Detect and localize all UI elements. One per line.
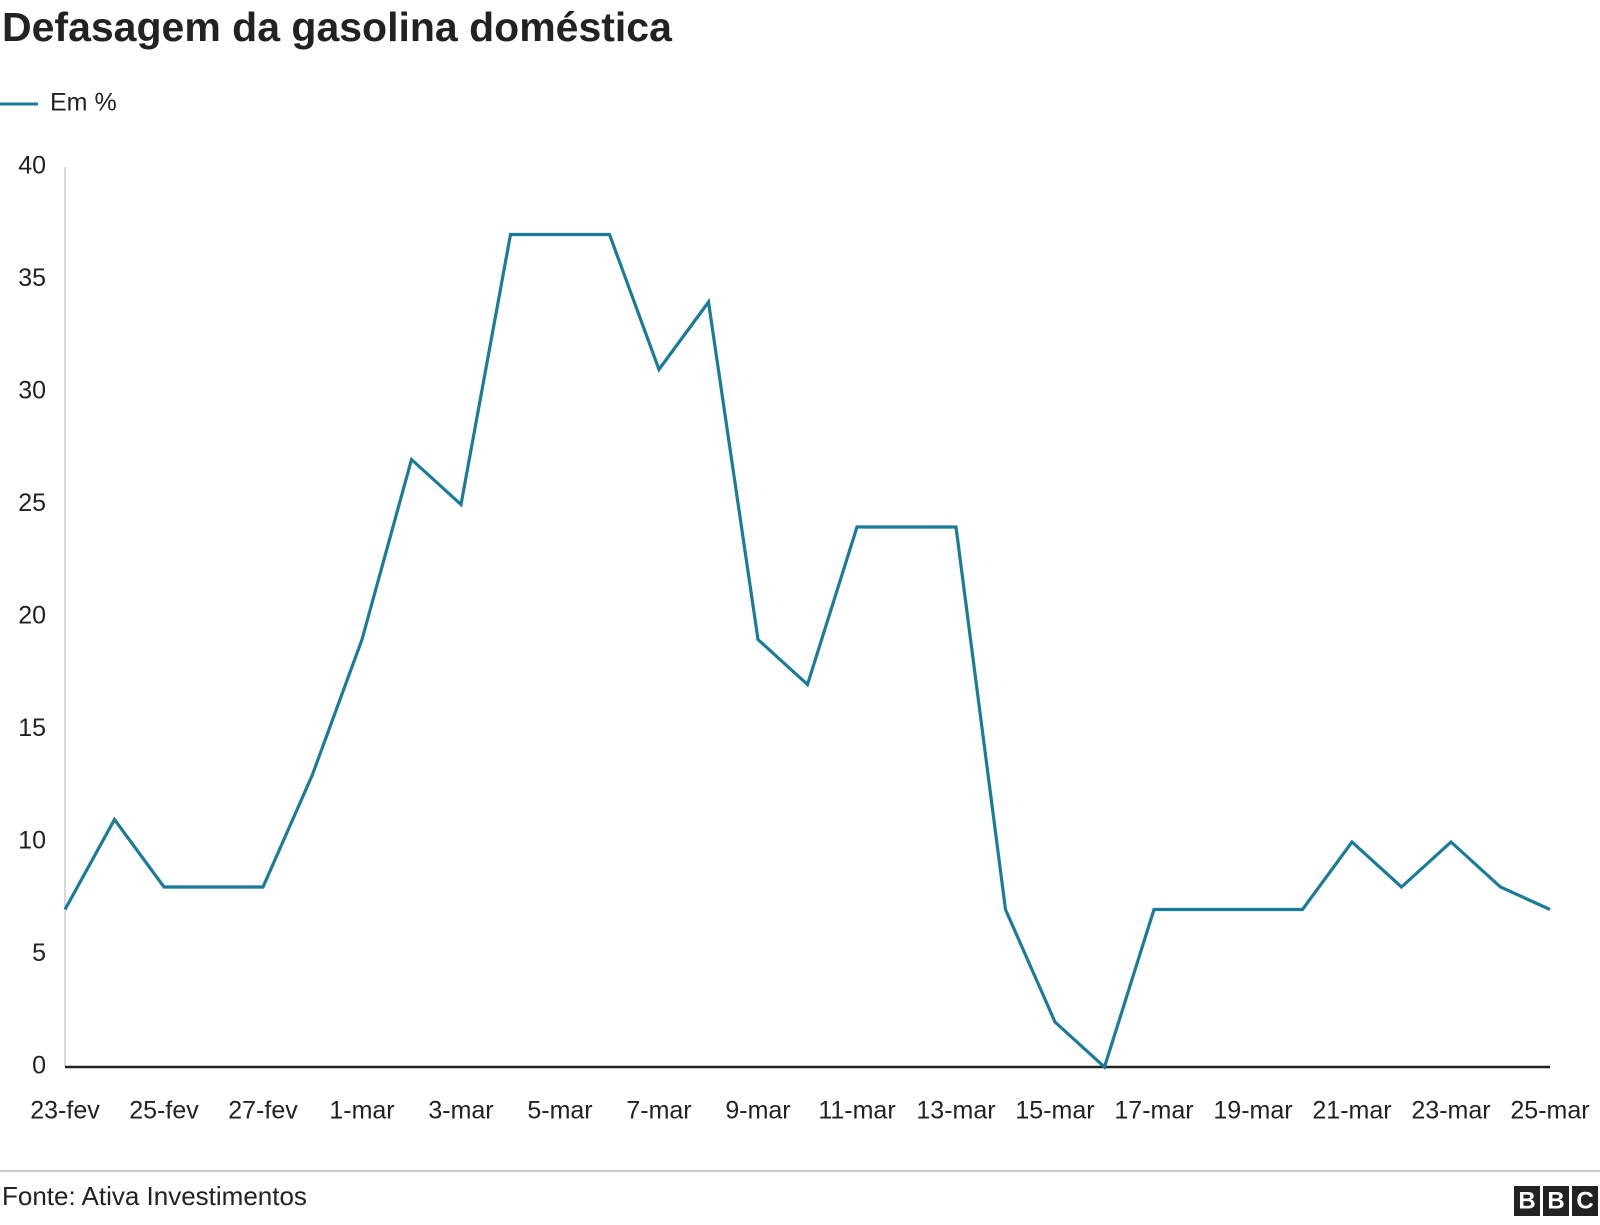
x-tick-label: 23-mar [1411,1097,1490,1125]
y-tick-label: 40 [18,152,46,180]
x-tick-label: 25-fev [129,1097,199,1125]
x-tick-label: 21-mar [1312,1097,1391,1125]
x-tick-label: 13-mar [916,1097,995,1125]
x-tick-label: 19-mar [1213,1097,1292,1125]
x-tick-label: 27-fev [228,1097,298,1125]
x-tick-label: 9-mar [725,1097,790,1125]
legend-label: Em % [50,89,117,117]
x-tick-label: 1-mar [329,1097,394,1125]
x-tick-label: 11-mar [818,1097,895,1125]
x-tick-label: 5-mar [527,1097,592,1125]
y-tick-label: 15 [18,714,46,742]
data-line [63,232,1551,1070]
x-tick-label: 23-fev [30,1097,100,1125]
logo-block [1543,1186,1569,1216]
y-tick-label: 5 [32,939,46,967]
y-tick-label: 35 [18,264,46,292]
y-tick-label: 30 [18,377,46,405]
y-tick-label: 10 [18,827,46,855]
x-tick-label: 25-mar [1510,1097,1589,1125]
y-tick-label: 0 [32,1052,46,1080]
x-tick-label: 7-mar [626,1097,691,1125]
source: Fonte: Ativa Investimentos [2,1181,307,1211]
y-tick-label: 20 [18,602,46,630]
y-tick-label: 25 [18,489,46,517]
x-tick-label: 15-mar [1015,1097,1094,1125]
logo-block [1514,1186,1540,1216]
x-tick-label: 3-mar [428,1097,493,1125]
logo-block [1572,1186,1598,1216]
logo-letter: B [1518,1187,1535,1214]
x-tick-label: 17-mar [1114,1097,1193,1125]
logo-letter: B [1547,1187,1564,1214]
logo-letter: C [1576,1187,1593,1214]
chart-title: Defasagem da gasolina doméstica [2,4,673,50]
